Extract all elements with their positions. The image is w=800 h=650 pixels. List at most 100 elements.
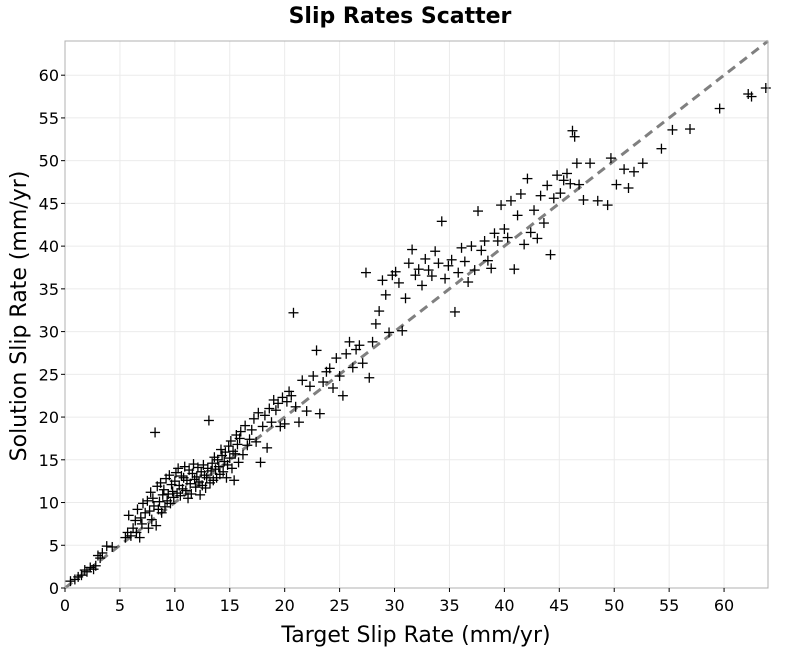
data-point [142, 495, 153, 506]
data-point [134, 532, 145, 543]
data-point [393, 277, 404, 288]
data-point [157, 489, 168, 500]
data-point [456, 242, 467, 253]
data-point [232, 439, 243, 450]
data-point [185, 478, 196, 489]
data-point [132, 504, 143, 515]
data-point [207, 458, 218, 469]
y-tick-label: 50 [39, 152, 59, 171]
data-point [195, 489, 206, 500]
data-point [585, 158, 596, 169]
data-point [331, 353, 342, 364]
data-point [223, 441, 234, 452]
data-point [304, 381, 315, 392]
data-point [163, 488, 174, 499]
data-point [150, 427, 161, 438]
data-point [502, 232, 513, 243]
y-tick-label: 35 [39, 280, 59, 299]
data-point [240, 420, 251, 431]
x-tick-label: 0 [60, 596, 70, 615]
y-axis-ticks: 0 5 10 15 20 25 30 35 40 45 50 55 60 [39, 66, 65, 598]
data-point [552, 170, 563, 181]
data-point [397, 325, 408, 336]
data-point [158, 484, 169, 495]
data-point [403, 258, 414, 269]
data-point [463, 277, 474, 288]
data-point [561, 168, 572, 179]
chart-title: Slip Rates Scatter [289, 4, 512, 29]
y-tick-label: 0 [49, 579, 59, 598]
data-point [714, 103, 725, 114]
data-point [293, 417, 304, 428]
data-point [200, 483, 211, 494]
data-point [532, 233, 543, 244]
x-tick-label: 50 [604, 596, 624, 615]
data-point [281, 396, 292, 407]
data-point [297, 375, 308, 386]
data-point [337, 390, 348, 401]
data-point [443, 260, 454, 271]
data-point [509, 264, 520, 275]
data-point [555, 188, 566, 199]
data-point [367, 336, 378, 347]
data-point [374, 306, 385, 317]
data-point [259, 410, 270, 421]
data-point [515, 188, 526, 199]
data-point [130, 515, 141, 526]
data-point [286, 390, 297, 401]
data-point [746, 91, 757, 102]
data-point [522, 173, 533, 184]
x-tick-label: 10 [165, 596, 185, 615]
data-point [255, 457, 266, 468]
data-point [107, 541, 118, 552]
data-point [492, 235, 503, 246]
data-point [264, 403, 275, 414]
data-point [489, 228, 500, 239]
data-point [611, 179, 622, 190]
data-point [213, 461, 224, 472]
data-point [273, 398, 284, 409]
data-point [79, 565, 90, 576]
data-point [206, 465, 217, 476]
data-point [226, 463, 237, 474]
data-point [656, 143, 667, 154]
y-tick-label: 20 [39, 408, 59, 427]
data-point [154, 496, 165, 507]
data-point [433, 258, 444, 269]
data-point [535, 190, 546, 201]
data-point [190, 482, 201, 493]
data-point [248, 413, 259, 424]
y-tick-label: 5 [49, 536, 59, 555]
data-point [246, 424, 257, 435]
data-point [341, 348, 352, 359]
data-point [201, 472, 212, 483]
data-point [400, 293, 411, 304]
data-point [308, 371, 319, 382]
data-point [146, 514, 157, 525]
data-point [288, 307, 299, 318]
data-point [436, 216, 447, 227]
data-point [605, 153, 616, 164]
data-point [228, 446, 239, 457]
data-point [760, 83, 771, 94]
data-point [505, 195, 516, 206]
data-point [542, 180, 553, 191]
data-point [147, 493, 158, 504]
data-point [176, 471, 187, 482]
x-tick-label: 60 [714, 596, 734, 615]
data-point [189, 474, 200, 485]
data-point [145, 487, 156, 498]
data-point [407, 244, 418, 255]
data-point [567, 125, 578, 136]
data-point [440, 273, 451, 284]
data-point [224, 453, 235, 464]
data-point [347, 362, 358, 373]
data-point [525, 227, 536, 238]
data-point [360, 267, 371, 278]
data-point [473, 206, 484, 217]
data-point [199, 470, 210, 481]
data-point [175, 490, 186, 501]
data-point [155, 477, 166, 488]
data-point [384, 327, 395, 338]
data-point [165, 498, 176, 509]
